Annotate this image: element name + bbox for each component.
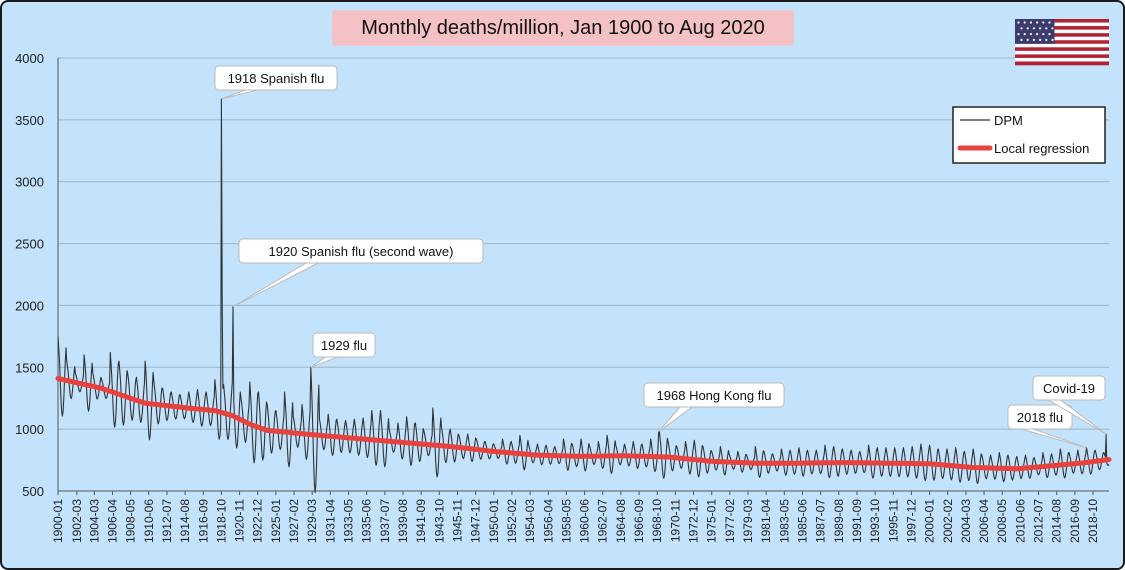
y-tick-label: 1000: [15, 422, 44, 437]
x-tick-label: 1954-03: [523, 499, 537, 543]
x-tick-label: 1983-05: [777, 499, 791, 543]
x-tick-label: 1966-09: [632, 499, 646, 543]
x-tick-label: 2010-06: [1013, 499, 1027, 543]
x-tick-label: 1918-10: [214, 499, 228, 543]
x-tick-label: 2006-04: [977, 499, 991, 543]
x-tick-label: 1939-08: [396, 499, 410, 543]
x-tick-label: 1968-10: [650, 499, 664, 543]
callout-label: Covid-19: [1043, 381, 1095, 396]
x-tick-label: 1912-07: [160, 499, 174, 543]
x-tick-label: 1970-11: [668, 499, 682, 542]
x-tick-label: 1956-04: [541, 499, 555, 543]
callout-box: [643, 382, 785, 408]
x-tick-label: 1989-08: [832, 499, 846, 543]
x-tick-label: 1927-02: [287, 499, 301, 543]
x-tick-label: 1947-12: [469, 499, 483, 543]
callout-pointer: [310, 356, 338, 368]
x-tick-label: 2016-09: [1068, 499, 1082, 543]
x-tick-label: 1920-11: [233, 499, 247, 542]
x-tick-label: 1987-07: [814, 499, 828, 543]
callout-label: 1929 flu: [321, 338, 367, 353]
x-tick-label: 1979-03: [741, 499, 755, 543]
x-tick-label: 1962-07: [596, 499, 610, 543]
x-tick-label: 1933-05: [342, 499, 356, 543]
y-tick-label: 500: [22, 484, 44, 499]
x-tick-label: 2014-08: [1050, 499, 1064, 543]
callout-pointer: [658, 406, 694, 433]
callout-box: [1032, 375, 1106, 401]
legend-box: [952, 106, 1106, 164]
x-tick-label: 1975-01: [705, 499, 719, 543]
x-tick-label: 1935-06: [360, 499, 374, 543]
x-tick-label: 1902-03: [70, 499, 84, 543]
x-tick-label: 1960-06: [578, 499, 592, 543]
callout-label: 1920 Spanish flu (second wave): [268, 244, 453, 259]
y-tick-label: 2500: [15, 237, 44, 252]
x-tick-label: 1964-08: [614, 499, 628, 543]
callout-label: 1968 Hong Kong flu: [657, 388, 772, 403]
x-tick-label: 1997-12: [904, 499, 918, 543]
callout-box: [214, 65, 338, 91]
x-tick-label: 1922-12: [251, 499, 265, 543]
x-tick-label: 1925-01: [269, 499, 283, 543]
x-tick-label: 1981-04: [759, 499, 773, 543]
x-tick-label: 2012-07: [1032, 499, 1046, 543]
x-tick-label: 2004-03: [959, 499, 973, 543]
x-tick-label: 1908-05: [124, 499, 138, 543]
dpm-series-line: [57, 98, 1110, 493]
x-tick-label: 1931-04: [323, 499, 337, 543]
chart-title: Monthly deaths/million, Jan 1900 to Aug …: [332, 10, 794, 46]
x-tick-label: 1929-03: [305, 499, 319, 543]
x-tick-label: 2008-05: [995, 499, 1009, 543]
callout-box: [238, 238, 484, 264]
legend-label-dpm: DPM: [994, 113, 1023, 128]
y-tick-label: 3000: [15, 175, 44, 190]
x-tick-label: 1991-09: [850, 499, 864, 543]
local-regression-line: [55, 375, 1112, 472]
y-tick-label: 2000: [15, 298, 44, 313]
callout-box: [1007, 404, 1073, 430]
x-tick-label: 2002-02: [941, 499, 955, 543]
x-tick-label: 1900-01: [51, 499, 65, 543]
callout-label: 2018 flu: [1017, 410, 1063, 425]
x-tick-label: 1937-07: [378, 499, 392, 543]
x-tick-label: 1914-08: [178, 499, 192, 543]
callout-label: 1918 Spanish flu: [228, 71, 325, 86]
x-tick-label: 1977-02: [723, 499, 737, 543]
x-tick-label: 2000-01: [923, 499, 937, 543]
x-tick-label: 1950-01: [487, 499, 501, 543]
callout-pointer: [232, 262, 319, 308]
callout-pointer: [221, 89, 258, 100]
x-tick-label: 1952-02: [505, 499, 519, 543]
x-tick-label: 1972-12: [687, 499, 701, 543]
x-tick-label: 1995-11: [886, 499, 900, 542]
x-tick-label: 1906-04: [105, 499, 119, 543]
callout-pointer: [1021, 428, 1087, 449]
y-tick-label: 4000: [15, 51, 44, 66]
legend-label-regression: Local regression: [994, 141, 1089, 156]
x-tick-label: 1910-06: [142, 499, 156, 543]
x-tick-label: 1945-11: [450, 499, 464, 542]
x-tick-label: 1904-03: [87, 499, 101, 543]
callout-box: [312, 332, 376, 358]
y-tick-label: 1500: [15, 360, 44, 375]
x-tick-label: 1941-09: [414, 499, 428, 543]
x-tick-label: 2018-10: [1086, 499, 1100, 543]
x-tick-label: 1958-05: [559, 499, 573, 543]
x-tick-label: 1993-10: [868, 499, 882, 543]
us-flag-icon: [1015, 19, 1109, 66]
y-tick-label: 3500: [15, 113, 44, 128]
x-tick-label: 1916-09: [196, 499, 210, 543]
x-tick-label: 1943-10: [432, 499, 446, 543]
x-tick-label: 1985-06: [795, 499, 809, 543]
